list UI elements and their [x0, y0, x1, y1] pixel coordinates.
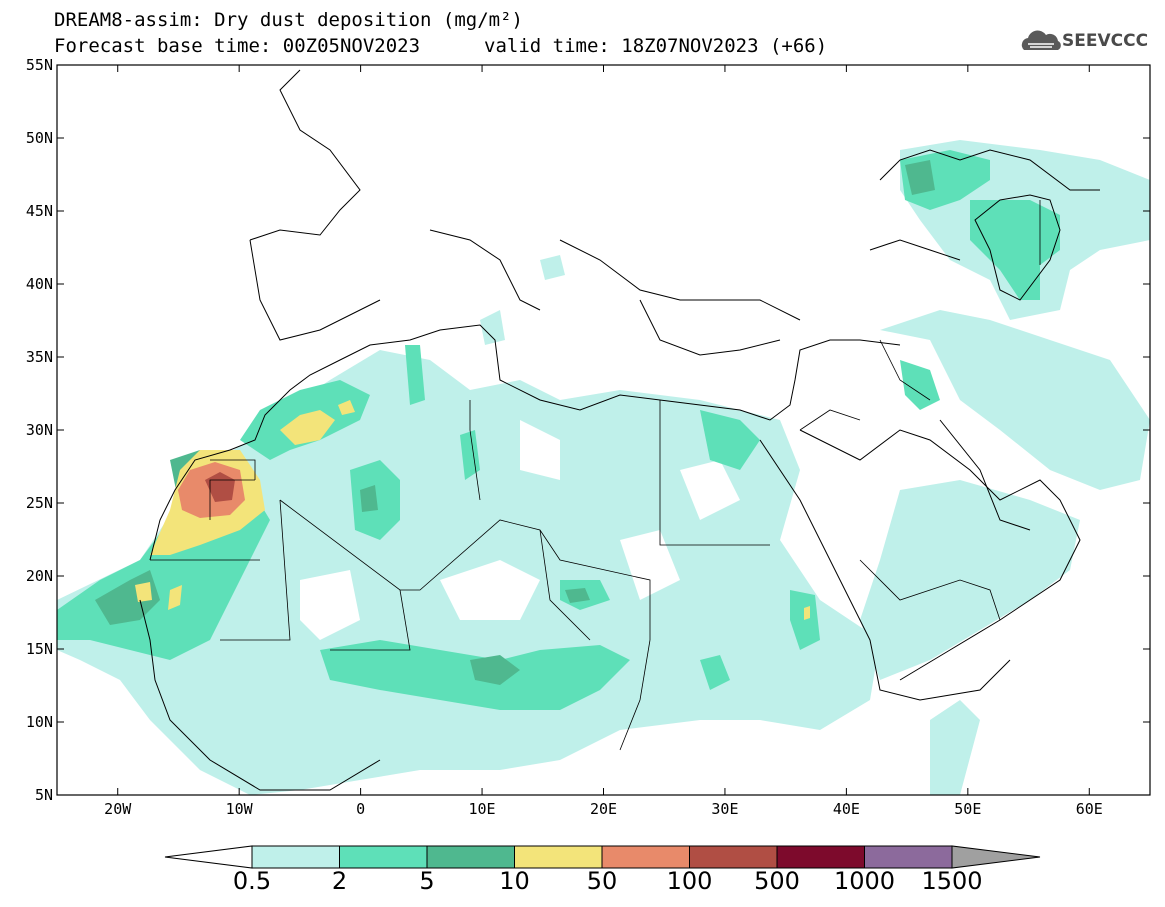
- color-bar-label: 2: [331, 867, 348, 895]
- coastlines: [139, 69, 1100, 791]
- forecast-base-time: Forecast base time: 00Z05NOV2023: [54, 35, 421, 57]
- lon-tick-label: 30E: [711, 800, 738, 818]
- color-bar-segment: [689, 845, 778, 869]
- lat-tick-label: 25N: [26, 494, 53, 512]
- lat-tick-label: 30N: [26, 421, 53, 439]
- lat-tick-label: 20N: [26, 567, 53, 585]
- color-bar-label: 1000: [833, 867, 896, 895]
- lon-tick-label: 10W: [226, 800, 254, 818]
- color-bar-under-triangle: [164, 845, 253, 869]
- color-bar-over-triangle: [951, 845, 1041, 869]
- cloud-logo-icon: [1021, 30, 1061, 50]
- color-bar-segment: [514, 845, 603, 869]
- color-bar-segment: [776, 845, 865, 869]
- lon-tick-label: 0: [356, 800, 365, 818]
- lon-tick-label: 40E: [833, 800, 860, 818]
- lat-tick-label: 5N: [35, 786, 53, 804]
- lat-tick-label: 45N: [26, 202, 53, 220]
- dust-shading: [57, 140, 1150, 795]
- color-bar-label: 5: [419, 867, 435, 895]
- color-bar-label: 50: [586, 867, 618, 895]
- color-bar-label: 1500: [921, 867, 983, 895]
- lon-tick-label: 60E: [1076, 800, 1103, 818]
- lat-tick-label: 40N: [26, 275, 53, 293]
- color-bar-segment: [251, 845, 340, 869]
- color-bar-segment: [601, 845, 690, 869]
- color-bar-segment: [864, 845, 953, 869]
- lat-tick-label: 50N: [26, 129, 53, 147]
- lon-tick-label: 20E: [590, 800, 617, 818]
- country-borders: [150, 200, 1041, 751]
- lon-tick-label: 50E: [954, 800, 981, 818]
- lat-tick-label: 10N: [26, 713, 53, 731]
- valid-time: valid time: 18Z07NOV2023 (+66): [484, 35, 828, 57]
- lat-tick-label: 35N: [26, 348, 53, 366]
- color-bar-labels: 0.5 2 5 10 50 100 500 1000 1500: [0, 868, 1165, 898]
- logo-text: SEEVCCC: [1062, 31, 1149, 51]
- color-bar-label: 0.5: [232, 867, 272, 895]
- color-bar-label: 500: [754, 867, 800, 895]
- color-bar-label: 10: [499, 867, 530, 895]
- color-bar-segment: [339, 845, 428, 869]
- lon-tick-label: 10E: [469, 800, 496, 818]
- lat-tick-label: 55N: [26, 56, 53, 74]
- lon-tick-label: 20W: [104, 800, 132, 818]
- map-title: DREAM8-assim: Dry dust deposition (mg/m²…: [54, 9, 523, 31]
- lat-tick-label: 15N: [26, 640, 53, 658]
- color-bar: [164, 845, 1041, 869]
- color-bar-segment: [426, 845, 515, 869]
- color-bar-label: 100: [666, 867, 713, 895]
